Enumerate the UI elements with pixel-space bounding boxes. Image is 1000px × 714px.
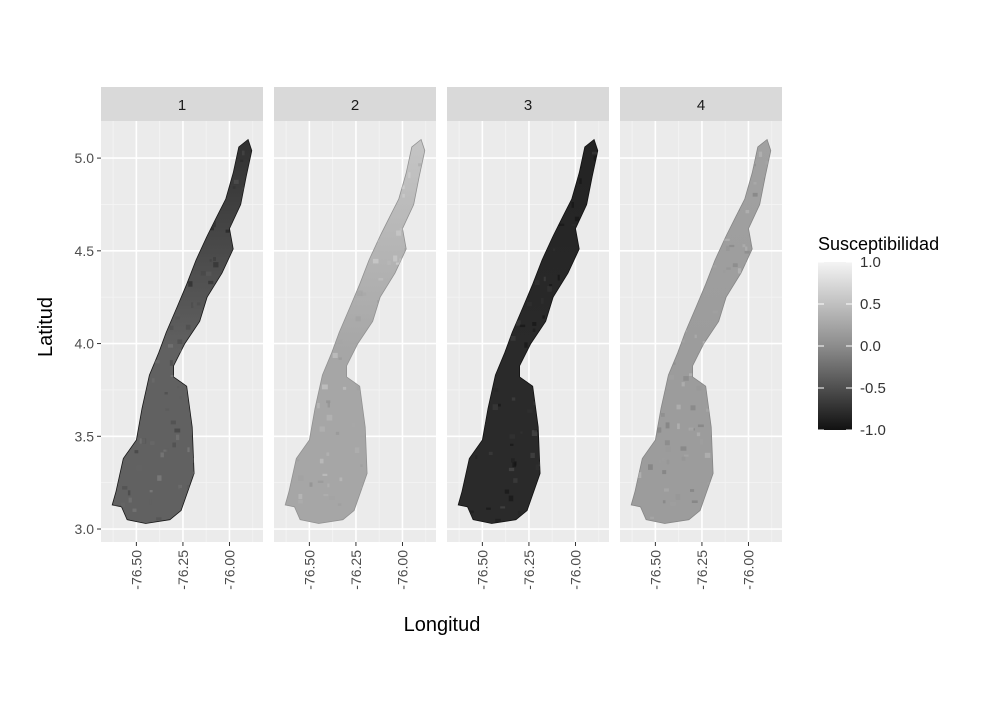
facet-strip xyxy=(620,87,782,121)
facet-strip xyxy=(447,87,609,121)
x-tick-label: -76.25 xyxy=(694,550,710,590)
legend-tick-label: 1.0 xyxy=(860,254,881,271)
legend-tick-label: -0.5 xyxy=(860,380,886,397)
y-tick-label: 4.5 xyxy=(75,243,95,259)
y-tick-label: 3.5 xyxy=(75,428,95,444)
x-tick-label: -76.25 xyxy=(175,550,191,590)
y-axis-label: Latitud xyxy=(35,297,57,357)
facet-panel-2: 2 xyxy=(274,87,436,542)
legend-tick-label: 0.5 xyxy=(860,296,881,313)
x-tick-label: -76.00 xyxy=(394,550,410,590)
y-tick-label: 5.0 xyxy=(75,150,95,166)
region-map-facet-3 xyxy=(457,138,599,524)
x-tick-label: -76.50 xyxy=(647,550,663,590)
facet-strip xyxy=(274,87,436,121)
facet-strip-label: 1 xyxy=(178,97,186,114)
legend-tick-label: 0.0 xyxy=(860,338,881,355)
x-axes: -76.50 -76.25 -76.00 -76.50 -76.25 -76.00 -76.… xyxy=(128,542,756,590)
x-tick-label: -76.50 xyxy=(128,550,144,590)
facet-strip-label: 2 xyxy=(351,97,359,114)
x-axis-label: Longitud xyxy=(404,614,481,636)
facet-strip xyxy=(101,87,263,121)
facet-panel-1: 1 xyxy=(101,87,263,542)
x-tick-label: -76.00 xyxy=(567,550,583,590)
gridlines xyxy=(274,121,436,542)
facet-strip-label: 3 xyxy=(524,97,532,114)
x-tick-label: -76.50 xyxy=(474,550,490,590)
region-map-facet-1 xyxy=(111,138,253,524)
x-tick-label: -76.00 xyxy=(221,550,237,590)
facet-panel-3: 3 xyxy=(447,87,609,542)
x-tick-label: -76.25 xyxy=(348,550,364,590)
facet-strip-label: 4 xyxy=(697,97,705,114)
legend-tick-label: -1.0 xyxy=(860,422,886,439)
facet-panel-4: 4 xyxy=(620,87,782,542)
x-tick-label: -76.00 xyxy=(740,550,756,590)
x-tick-label: -76.50 xyxy=(301,550,317,590)
facet-panels: 1 2 3 4 xyxy=(101,87,782,542)
x-tick-label: -76.25 xyxy=(521,550,537,590)
y-axis: 3.0 3.5 4.0 4.5 5.0 xyxy=(75,150,101,537)
legend-ticks: 1.0 0.5 0.0 -0.5 -1.0 xyxy=(818,254,886,439)
legend: Susceptibilidad 1.0 0.5 0.0 -0.5 -1.0 xyxy=(818,234,939,439)
y-tick-label: 4.0 xyxy=(75,336,95,352)
legend-title: Susceptibilidad xyxy=(818,234,939,254)
y-tick-label: 3.0 xyxy=(75,521,95,537)
